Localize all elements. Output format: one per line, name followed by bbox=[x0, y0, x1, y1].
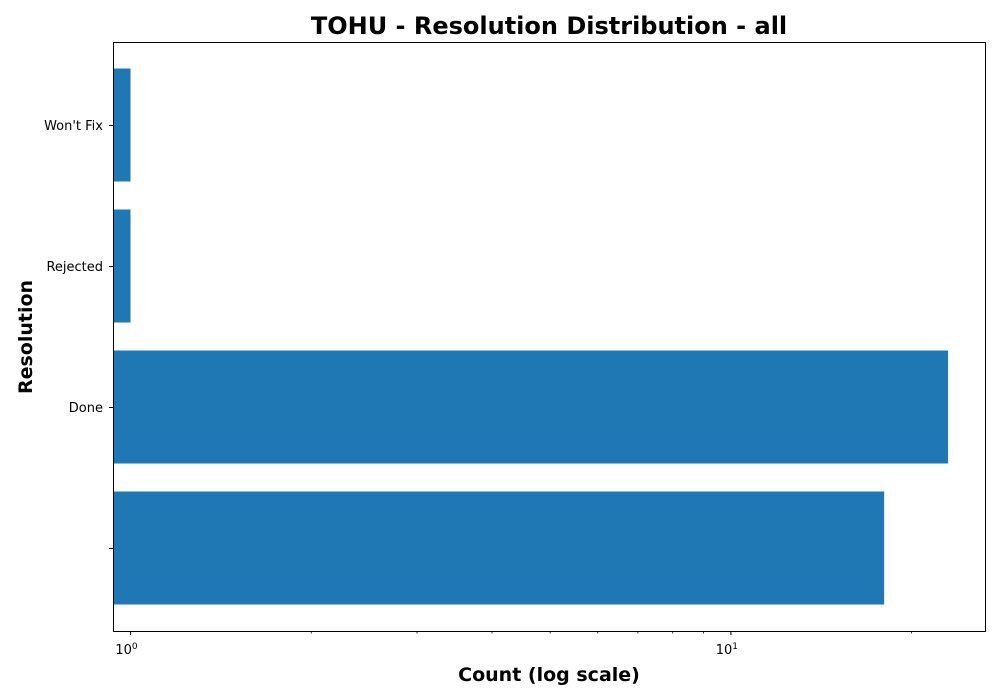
y-axis-label: Resolution bbox=[15, 280, 37, 394]
y-ticks-group: Done Rejected Won't Fix bbox=[44, 119, 113, 549]
x-tick-label-0: 100 bbox=[115, 642, 138, 658]
chart-title: TOHU - Resolution Distribution - all bbox=[311, 12, 787, 40]
y-tick-label-2: Rejected bbox=[46, 260, 103, 275]
x-axis-label: Count (log scale) bbox=[458, 664, 640, 686]
bar-1 bbox=[113, 350, 949, 464]
plot-frame bbox=[113, 42, 986, 632]
x-ticks-group: 100 101 bbox=[115, 631, 913, 658]
bar-3 bbox=[113, 68, 131, 182]
x-tick-label-1: 101 bbox=[716, 642, 738, 658]
y-tick-label-3: Won't Fix bbox=[44, 119, 103, 134]
bars-group bbox=[113, 68, 949, 605]
bar-2 bbox=[113, 209, 131, 323]
y-tick-label-1: Done bbox=[69, 401, 103, 416]
bar-0 bbox=[113, 491, 885, 605]
